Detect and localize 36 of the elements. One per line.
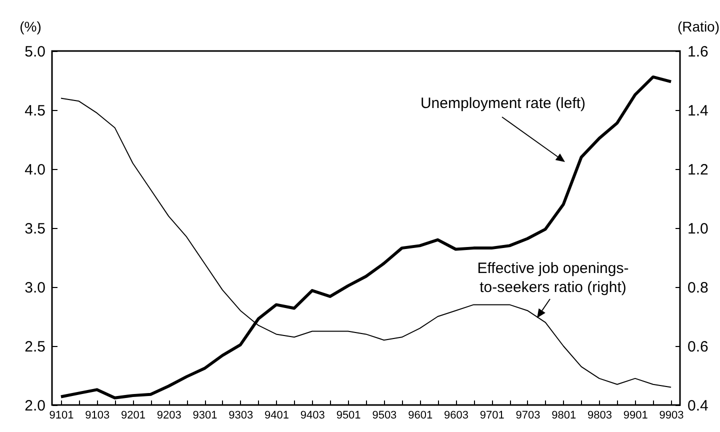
- x-tick-label: 9703: [516, 410, 540, 422]
- y2-tick-label: 1.2: [688, 162, 708, 178]
- y-tick-label: 4.5: [24, 102, 46, 120]
- y-tick-label: 2.5: [24, 338, 46, 356]
- x-tick-label: 9503: [372, 410, 397, 422]
- x-tick-label: 9303: [228, 410, 254, 422]
- y-axis-title: (%): [20, 18, 42, 34]
- y-tick-label: 3.5: [24, 220, 46, 238]
- y2-tick-label: 0.6: [688, 338, 708, 356]
- x-tick-label: 9903: [659, 410, 684, 422]
- x-tick-label: 9701: [480, 410, 504, 422]
- y2-axis-title: (Ratio): [677, 18, 720, 34]
- x-tick-label: 9603: [444, 410, 468, 422]
- series-label: Unemployment rate (left): [420, 95, 586, 112]
- x-tick-label: 9101: [49, 410, 74, 422]
- x-tick-label: 9401: [264, 410, 290, 422]
- y-tick-label: 2.0: [24, 398, 46, 414]
- y2-tick-label: 0.4: [688, 398, 708, 414]
- y2-tick-label: 1.6: [688, 44, 708, 60]
- y-tick-label: 5.0: [24, 44, 46, 60]
- series-label: Effective job openings-to-seekers ratio (right): [477, 260, 629, 296]
- y2-tick-label: 0.8: [688, 280, 708, 296]
- x-tick-label: 9301: [192, 410, 218, 422]
- y2-tick-label: 1.0: [688, 220, 708, 238]
- x-tick-label: 9901: [623, 410, 648, 422]
- y-tick-label: 4.0: [24, 162, 46, 178]
- x-tick-label: 9203: [156, 410, 182, 422]
- y-tick-label: 3.0: [24, 280, 46, 296]
- x-tick-label: 9103: [85, 410, 110, 422]
- x-tick-label: 9403: [300, 410, 325, 422]
- x-tick-label: 9201: [121, 410, 146, 422]
- y2-tick-label: 1.4: [688, 102, 708, 120]
- x-tick-label: 9801: [552, 410, 576, 422]
- x-tick-label: 9601: [408, 410, 433, 422]
- x-tick-label: 9501: [336, 410, 361, 422]
- x-tick-label: 9803: [588, 410, 612, 422]
